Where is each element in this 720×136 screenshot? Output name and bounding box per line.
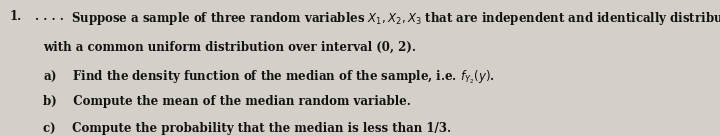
Text: with a common uniform distribution over interval (0, 2).: with a common uniform distribution over … bbox=[43, 41, 416, 54]
Text: . . . .: . . . . bbox=[35, 10, 63, 23]
Text: a)    Find the density function of the median of the sample, i.e. $f_{Y_2}(y)$.: a) Find the density function of the medi… bbox=[43, 68, 495, 86]
Text: 1.: 1. bbox=[9, 10, 22, 23]
Text: b)    Compute the mean of the median random variable.: b) Compute the mean of the median random… bbox=[43, 95, 411, 108]
Text: Suppose a sample of three random variables $X_1, X_2, X_3$ that are independent : Suppose a sample of three random variabl… bbox=[71, 10, 720, 27]
Text: c)    Compute the probability that the median is less than 1/3.: c) Compute the probability that the medi… bbox=[43, 122, 451, 135]
